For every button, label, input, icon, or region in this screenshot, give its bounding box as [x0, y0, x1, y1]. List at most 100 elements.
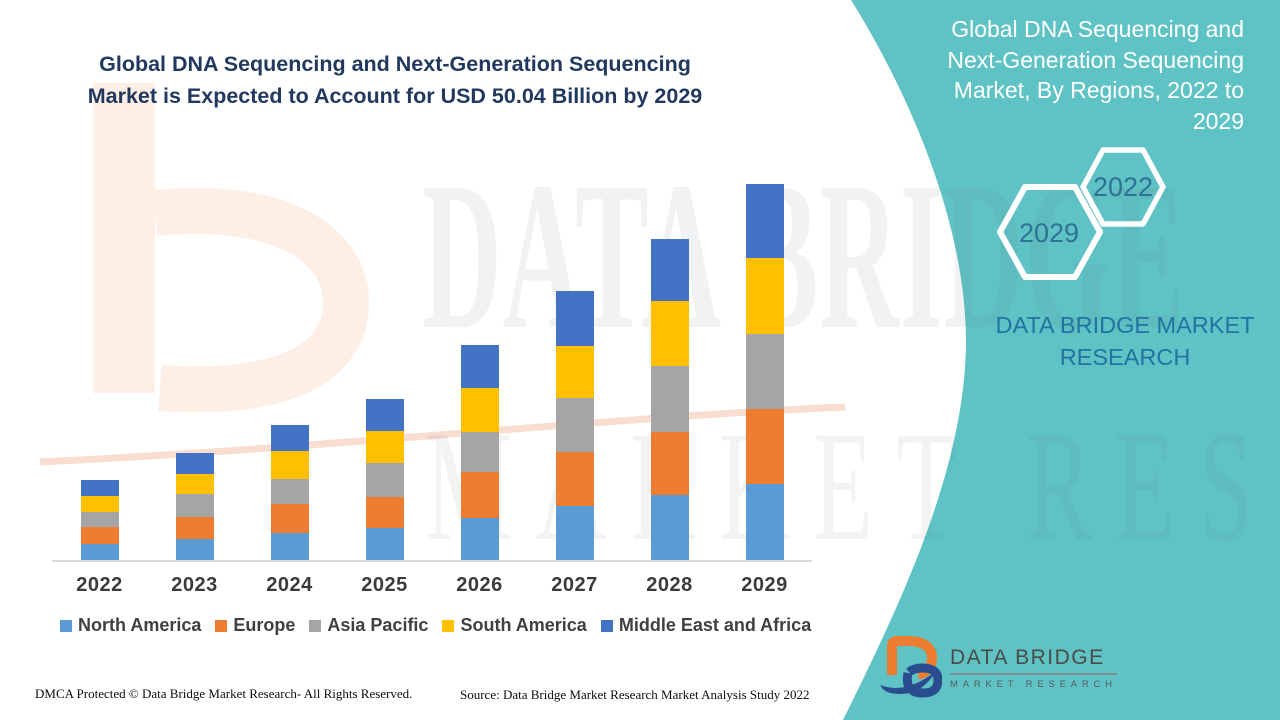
legend-swatch-north-america-icon [60, 619, 72, 632]
panel-title-line-1: Global DNA Sequencing and [951, 16, 1244, 42]
logo-subtitle: MARKET RESEARCH [950, 679, 1117, 690]
bar-column-2027: 2027 [527, 160, 622, 597]
x-axis-label-2026: 2026 [456, 574, 503, 596]
bar-segment-europe-2028 [650, 431, 689, 495]
bar-segment-middle-east-and-africa-2023 [175, 453, 214, 474]
panel-title: Global DNA Sequencing and Next-Generatio… [864, 14, 1244, 136]
bar-segment-north-america-2028 [650, 494, 689, 560]
x-axis-label-2027: 2027 [551, 574, 598, 596]
bar-segment-asia-pacific-2029 [745, 334, 784, 410]
bar-chart-plot-area: 2022 2023 2024 2025 2026 2027 2028 2029 [52, 160, 812, 597]
bar-segment-south-america-2026 [460, 388, 499, 433]
hexagon-year-2022: 2022 [1093, 172, 1153, 202]
legend-item-south-america: South America [442, 615, 587, 636]
bar-segment-south-america-2029 [745, 258, 784, 335]
company-logo: DATA BRIDGE MARKET RESEARCH [878, 633, 1117, 699]
hexagon-year-2029: 2029 [1019, 218, 1079, 248]
hexagon-2022-icon: 2022 [1080, 147, 1166, 227]
bar-segment-europe-2024 [270, 503, 309, 533]
bar-stack-2027 [527, 160, 622, 560]
bar-column-2026: 2026 [432, 160, 527, 597]
bar-segment-europe-2023 [175, 517, 214, 539]
bar-column-2028: 2028 [622, 160, 717, 597]
bar-column-2025: 2025 [337, 160, 432, 597]
logo-title: DATA BRIDGE [950, 646, 1117, 675]
bar-segment-middle-east-and-africa-2028 [650, 238, 689, 302]
brand-wordmark: DATA BRIDGE MARKET RESEARCH [985, 309, 1265, 373]
legend-label-north-america: North America [78, 615, 202, 635]
bar-segment-middle-east-and-africa-2026 [460, 345, 499, 389]
bar-segment-south-america-2027 [555, 346, 594, 398]
legend-label-south-america: South America [460, 615, 587, 635]
legend-label-middle-east-and-africa: Middle East and Africa [618, 615, 812, 635]
bar-segment-europe-2022 [80, 526, 119, 545]
bar-segment-europe-2026 [460, 472, 499, 518]
x-axis-label-2024: 2024 [266, 574, 313, 596]
bar-segment-asia-pacific-2027 [555, 398, 594, 452]
legend-swatch-asia-pacific-icon [309, 619, 322, 632]
bar-segment-middle-east-and-africa-2027 [555, 291, 594, 347]
bar-segment-north-america-2024 [270, 533, 309, 560]
bar-stack-2028 [622, 160, 717, 560]
chart-title: Global DNA Sequencing and Next-Generatio… [40, 48, 750, 112]
x-axis-label-2025: 2025 [361, 574, 408, 596]
bar-segment-south-america-2025 [365, 430, 404, 464]
bar-segment-asia-pacific-2025 [365, 463, 404, 498]
bar-segment-middle-east-and-africa-2024 [270, 424, 309, 452]
chart-title-line-2: Market is Expected to Account for USD 50… [87, 84, 703, 108]
chart-legend: North America Europe Asia Pacific South Ame… [60, 615, 811, 636]
bar-column-2023: 2023 [147, 160, 242, 597]
bar-stack-2025 [337, 160, 432, 560]
panel-title-line-4: 2029 [1192, 107, 1244, 134]
bar-stack-2023 [147, 160, 242, 560]
bar-segment-south-america-2022 [80, 496, 119, 512]
hexagon-2029-icon: 2029 [997, 184, 1103, 280]
bar-segment-europe-2027 [555, 452, 594, 506]
x-axis-label-2028: 2028 [646, 574, 693, 596]
bar-segment-asia-pacific-2024 [270, 478, 309, 504]
panel-title-line-2: Next-Generation Sequencing [947, 46, 1244, 73]
panel-title-line-3: Market, By Regions, 2022 to [953, 77, 1244, 103]
x-axis-baseline [52, 560, 812, 562]
bar-stack-2029 [717, 160, 812, 560]
bar-segment-north-america-2022 [80, 544, 119, 560]
bar-segment-north-america-2027 [555, 506, 594, 560]
bar-segment-asia-pacific-2028 [650, 365, 689, 432]
legend-swatch-south-america-icon [442, 619, 455, 632]
bar-column-2022: 2022 [52, 160, 147, 597]
bar-chart: 2022 2023 2024 2025 2026 2027 2028 2029 [52, 160, 812, 597]
legend-label-asia-pacific: Asia Pacific [327, 615, 429, 635]
bar-column-2029: 2029 [717, 160, 812, 597]
hexagon-year-badges: 2022 2029 [997, 147, 1166, 280]
bar-segment-middle-east-and-africa-2029 [745, 184, 784, 259]
bar-segment-north-america-2025 [365, 527, 404, 560]
bar-stack-2026 [432, 160, 527, 560]
x-axis-label-2029: 2029 [741, 574, 788, 596]
legend-item-europe: Europe [215, 615, 295, 636]
dmca-notice: DMCA Protected © Data Bridge Market Rese… [35, 686, 413, 701]
legend-label-europe: Europe [233, 615, 296, 635]
bar-segment-asia-pacific-2026 [460, 432, 499, 473]
chart-title-line-1: Global DNA Sequencing and Next-Generatio… [99, 52, 691, 76]
bar-segment-south-america-2024 [270, 451, 309, 479]
logo-text-block: DATA BRIDGE MARKET RESEARCH [950, 633, 1117, 690]
x-axis-label-2023: 2023 [171, 574, 218, 596]
bar-segment-asia-pacific-2022 [80, 511, 119, 527]
bar-segment-south-america-2028 [650, 301, 689, 366]
source-note: Source: Data Bridge Market Research Mark… [460, 687, 810, 702]
x-axis-label-2022: 2022 [76, 574, 123, 596]
bar-stack-2022 [52, 160, 147, 560]
bar-segment-north-america-2029 [745, 484, 784, 560]
legend-item-asia-pacific: Asia Pacific [309, 615, 428, 636]
legend-swatch-europe-icon [215, 619, 228, 632]
bar-segment-south-america-2023 [175, 473, 214, 494]
bar-segment-middle-east-and-africa-2025 [365, 398, 404, 431]
bar-segment-north-america-2026 [460, 518, 499, 560]
bar-segment-asia-pacific-2023 [175, 493, 214, 518]
bar-segment-middle-east-and-africa-2022 [80, 480, 119, 497]
bar-stack-2024 [242, 160, 337, 560]
brand-wordmark-line-2: RESEARCH [1059, 344, 1191, 370]
bar-segment-north-america-2023 [175, 539, 214, 560]
